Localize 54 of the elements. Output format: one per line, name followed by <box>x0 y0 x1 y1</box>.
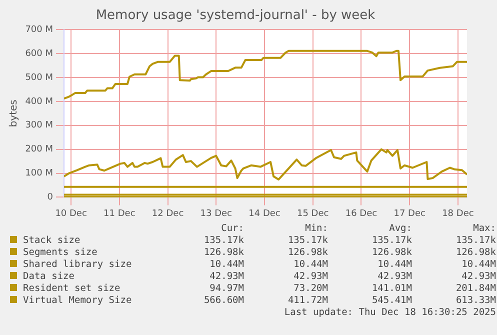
legend-label: Resident set size <box>23 282 120 294</box>
y-tick-label: 500 M <box>25 72 53 83</box>
y-tick-label: 700 M <box>25 24 53 35</box>
text: 126.98k <box>370 246 412 258</box>
text: 566.60M <box>202 294 244 306</box>
y-tick-label: 400 M <box>25 96 53 107</box>
text: Cur: <box>220 222 244 234</box>
x-tick-label: 15 Dec <box>296 208 329 219</box>
legend-label: Virtual Memory Size <box>23 294 132 306</box>
text: 73.20M <box>292 282 328 294</box>
y-tick-label: 300 M <box>25 120 53 131</box>
x-tick-label: 14 Dec <box>248 208 280 219</box>
legend-label: Segments size <box>23 246 98 258</box>
text: 141.01M <box>370 282 412 294</box>
text: 42.93M <box>460 270 496 282</box>
text: 201.84M <box>454 282 496 294</box>
x-tick-label: 18 Dec <box>442 208 474 219</box>
text: 135.17k <box>286 234 328 246</box>
text: 42.93M <box>292 270 328 282</box>
text: 10.44M <box>376 258 412 270</box>
legend-label: Stack size <box>23 234 80 246</box>
text: 135.17k <box>454 234 496 246</box>
text: Max: <box>472 222 496 234</box>
y-tick-label: 100 M <box>25 168 53 179</box>
text: 613.33M <box>454 294 496 306</box>
x-tick-label: 13 Dec <box>200 208 232 219</box>
x-tick-label: 17 Dec <box>394 208 426 219</box>
x-tick-label: 16 Dec <box>345 208 378 219</box>
text: 42.93M <box>208 270 244 282</box>
text: Last update: Thu Dec 18 16:30:25 2025 <box>283 306 496 318</box>
text: 545.41M <box>370 294 412 306</box>
text: 126.98k <box>286 246 328 258</box>
legend-label: Shared library size <box>23 258 132 270</box>
x-tick-label: 12 Dec <box>152 208 184 219</box>
y-tick-label: 600 M <box>25 48 53 59</box>
text: 135.17k <box>202 234 244 246</box>
x-tick-label: 11 Dec <box>104 208 136 219</box>
y-tick-label: 200 M <box>25 144 53 155</box>
text: 411.72M <box>286 294 328 306</box>
y-axis-title: bytes <box>8 100 20 128</box>
text: Min: <box>304 222 328 234</box>
text: 126.98k <box>454 246 496 258</box>
text: 10.44M <box>292 258 328 270</box>
y-tick-label: 0 <box>47 192 54 203</box>
text: 42.93M <box>376 270 412 282</box>
text: 94.97M <box>208 282 244 294</box>
x-tick-label: 10 Dec <box>55 208 87 219</box>
text: 10.44M <box>208 258 244 270</box>
text: Avg: <box>388 222 412 234</box>
text: 10.44M <box>460 258 496 270</box>
text: 126.98k <box>202 246 244 258</box>
chart-title: Memory usage 'systemd-journal' - by week <box>96 8 376 24</box>
text: 135.17k <box>370 234 412 246</box>
legend-label: Data size <box>23 270 74 282</box>
